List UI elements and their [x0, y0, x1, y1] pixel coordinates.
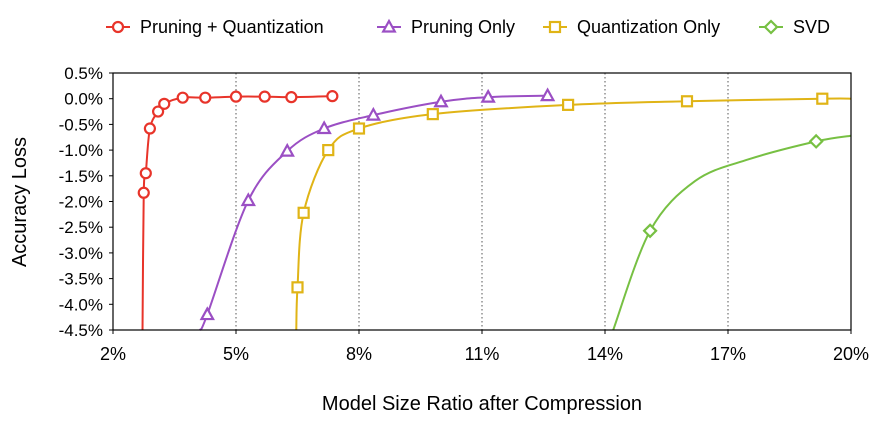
legend-item-svd: SVD: [759, 17, 830, 37]
data-point: [176, 91, 189, 104]
data-point: [240, 192, 256, 207]
legend-marker: [548, 20, 562, 34]
x-tick-label: 2%: [100, 344, 126, 364]
series-layer: [137, 87, 852, 331]
series-quantization-only: [291, 92, 852, 331]
data-point: [480, 88, 496, 103]
data-point: [291, 281, 304, 294]
data-point: [279, 142, 295, 157]
series-svd: [612, 133, 852, 331]
x-axis-label: Model Size Ratio after Compression: [322, 393, 642, 415]
y-tick-label: -2.0%: [59, 193, 103, 212]
y-axis: 0.5% 0.0% -0.5% -1.0% -1.5% -2.0% -2.5% -3.0% -3…: [59, 64, 113, 340]
y-axis-label: Accuracy Loss: [9, 137, 31, 267]
series-line: [199, 94, 548, 331]
x-tick-label: 5%: [223, 344, 249, 364]
data-point: [285, 91, 298, 104]
data-point: [433, 93, 449, 108]
x-tick-label: 14%: [587, 344, 623, 364]
data-point: [322, 144, 335, 157]
grid: [235, 73, 729, 330]
legend-label: Pruning + Quantization: [140, 17, 324, 37]
data-point: [316, 120, 332, 135]
y-tick-label: -4.5%: [59, 321, 103, 340]
y-tick-label: -3.0%: [59, 244, 103, 263]
data-point: [642, 223, 658, 239]
y-tick-label: -1.0%: [59, 141, 103, 160]
x-tick-label: 11%: [465, 344, 500, 364]
legend-label: Pruning Only: [411, 17, 515, 37]
data-point: [139, 167, 152, 180]
data-point: [137, 186, 150, 199]
legend: Pruning + Quantization Pruning Only Quanti…: [106, 17, 830, 37]
data-point: [426, 108, 439, 121]
y-tick-label: 0.0%: [64, 90, 103, 109]
x-tick-label: 17%: [710, 344, 746, 364]
legend-item-pruning-quantization: Pruning + Quantization: [106, 17, 324, 37]
legend-marker: [763, 19, 779, 35]
x-axis: 2% 5% 8% 11% 14% 17% 20%: [100, 330, 869, 364]
legend-item-quantization-only: Quantization Only: [543, 17, 720, 37]
y-tick-label: -4.0%: [59, 295, 103, 314]
x-tick-label: 8%: [346, 344, 372, 364]
data-point: [199, 91, 212, 104]
data-point: [808, 133, 824, 149]
data-point: [539, 87, 556, 102]
y-tick-label: -0.5%: [59, 115, 103, 134]
data-point: [229, 90, 243, 103]
data-point: [680, 95, 694, 108]
y-tick-label: -1.5%: [59, 167, 103, 186]
data-point: [258, 90, 271, 103]
data-point: [816, 92, 829, 105]
data-point: [297, 206, 310, 219]
data-point: [158, 97, 171, 110]
y-tick-label: -3.5%: [59, 270, 103, 289]
series-pruning-quantization: [137, 90, 339, 331]
data-point: [365, 106, 382, 121]
series-line: [295, 97, 852, 331]
legend-item-pruning-only: Pruning Only: [377, 17, 515, 37]
legend-marker: [381, 18, 397, 33]
series-pruning-only: [199, 87, 556, 331]
legend-label: Quantization Only: [577, 17, 720, 37]
legend-marker: [111, 20, 125, 34]
data-point: [152, 105, 165, 118]
data-point: [561, 98, 575, 111]
y-tick-label: -2.5%: [59, 218, 103, 237]
x-tick-label: 20%: [833, 344, 869, 364]
y-tick-label: 0.5%: [64, 64, 103, 83]
data-point: [352, 122, 366, 135]
data-point: [143, 122, 156, 135]
legend-label: SVD: [793, 17, 830, 37]
data-point: [199, 306, 215, 321]
data-point: [326, 90, 339, 103]
